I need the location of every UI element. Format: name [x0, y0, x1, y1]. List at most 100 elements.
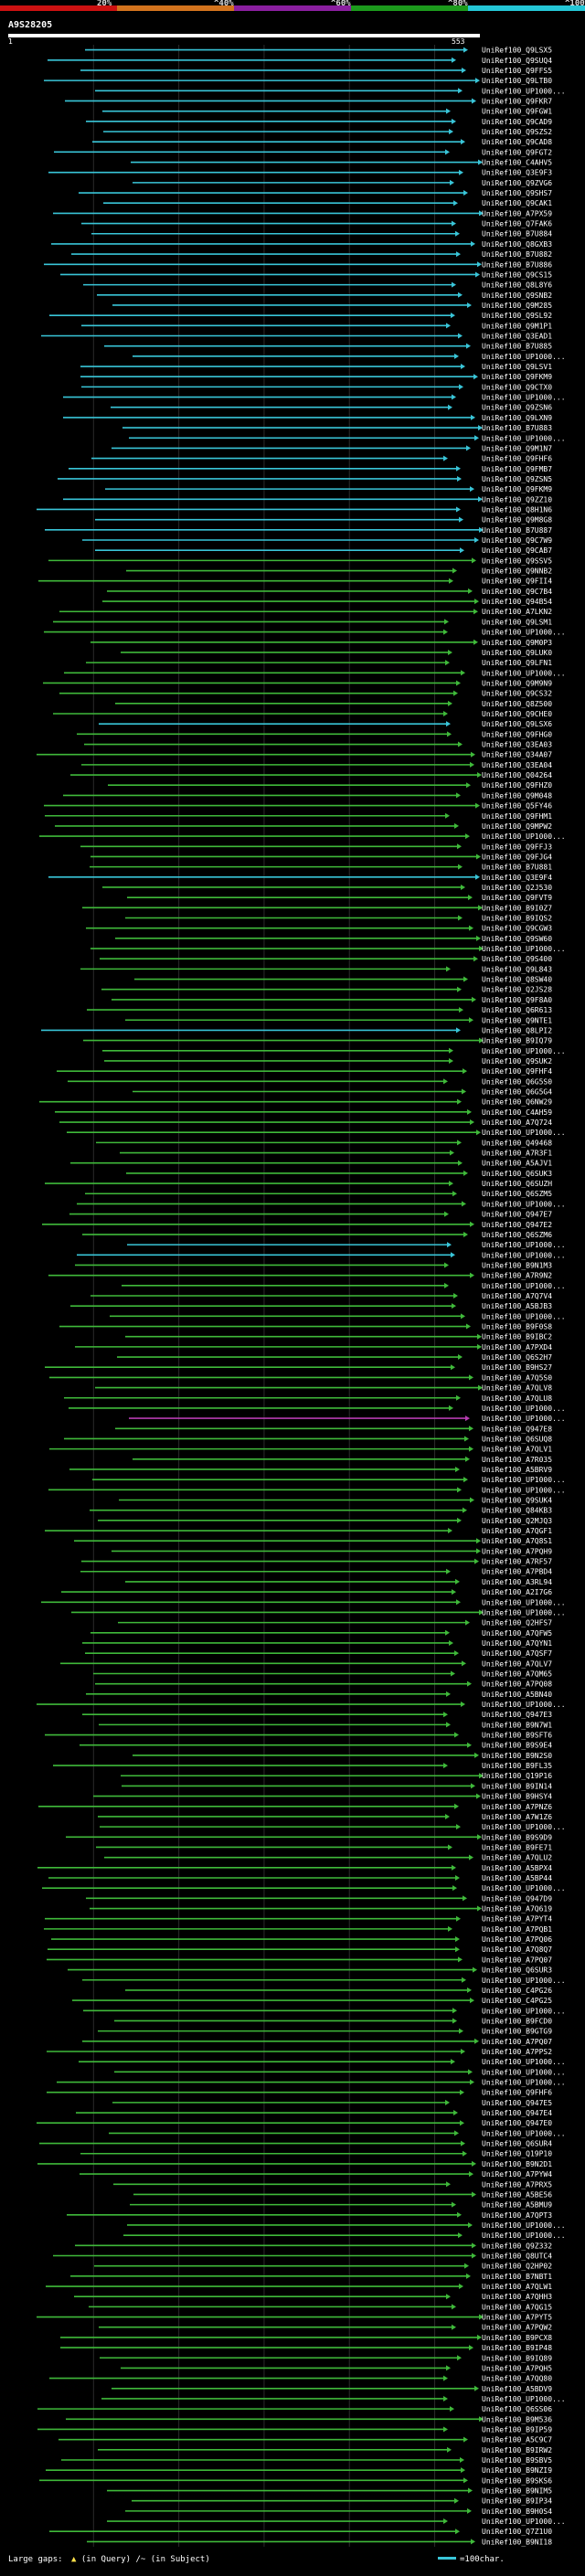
hit-label[interactable]: UniRef100_Q3EA03	[482, 741, 552, 749]
hit-label[interactable]: UniRef100_A7QSF7	[482, 1649, 552, 1658]
hit-label[interactable]: UniRef100_Q8SW40	[482, 976, 552, 984]
hit-label[interactable]: UniRef100_Q9SUQ4	[482, 57, 552, 65]
hit-label[interactable]: UniRef100_B9I0Z7	[482, 904, 552, 912]
hit-label[interactable]: UniRef100_A7PQ07	[482, 1956, 552, 1964]
hit-label[interactable]: UniRef100_UP1000...	[482, 1129, 566, 1137]
hit-label[interactable]: UniRef100_B9NIM5	[482, 2487, 552, 2496]
hit-label[interactable]: UniRef100_Q84KB3	[482, 1507, 552, 1515]
hit-label[interactable]: UniRef100_B7NBT1	[482, 2273, 552, 2281]
hit-label[interactable]: UniRef100_B9HSY4	[482, 1793, 552, 1801]
hit-label[interactable]: UniRef100_B9FE71	[482, 1843, 552, 1851]
hit-label[interactable]: UniRef100_B9PCX8	[482, 2334, 552, 2342]
hit-label[interactable]: UniRef100_Q9CS15	[482, 270, 552, 279]
hit-label[interactable]: UniRef100_A7QLV7	[482, 1659, 552, 1668]
hit-label[interactable]: UniRef100_Q3E9F3	[482, 169, 552, 177]
hit-label[interactable]: UniRef100_B9HS27	[482, 1363, 552, 1372]
hit-label[interactable]: UniRef100_Q9ZZ10	[482, 495, 552, 504]
hit-label[interactable]: UniRef100_Q9NTE1	[482, 1016, 552, 1024]
hit-label[interactable]: UniRef100_Q9FHF4	[482, 1067, 552, 1076]
hit-label[interactable]: UniRef100_B7U881	[482, 864, 552, 872]
hit-label[interactable]: UniRef100_Q6NW29	[482, 1098, 552, 1107]
hit-label[interactable]: UniRef100_B7U883	[482, 424, 552, 432]
hit-label[interactable]: UniRef100_UP1000...	[482, 2518, 566, 2526]
hit-label[interactable]: UniRef100_Q9FMB7	[482, 465, 552, 473]
hit-label[interactable]: UniRef100_A7R3F1	[482, 1150, 552, 1158]
hit-label[interactable]: UniRef100_A7QQ80	[482, 2375, 552, 2383]
hit-label[interactable]: UniRef100_Q9SL92	[482, 312, 552, 320]
hit-label[interactable]: UniRef100_UP1000...	[482, 832, 566, 841]
hit-label[interactable]: UniRef100_Q19P16	[482, 1772, 552, 1780]
hit-label[interactable]: UniRef100_UP1000...	[482, 1282, 566, 1290]
hit-label[interactable]: UniRef100_Q9LUK0	[482, 649, 552, 657]
hit-label[interactable]: UniRef100_B9IQS2	[482, 915, 552, 923]
hit-label[interactable]: UniRef100_Q9SZS2	[482, 128, 552, 136]
hit-label[interactable]: UniRef100_UP1000...	[482, 2068, 566, 2076]
hit-label[interactable]: UniRef100_Q3E9F4	[482, 874, 552, 882]
hit-label[interactable]: UniRef100_Q9FII4	[482, 578, 552, 586]
hit-label[interactable]: UniRef100_Q9CHE0	[482, 710, 552, 718]
hit-label[interactable]: UniRef100_A7PQB1	[482, 1925, 552, 1934]
hit-label[interactable]: UniRef100_Q9CAB7	[482, 546, 552, 555]
hit-label[interactable]: UniRef100_A7R9N2	[482, 1272, 552, 1280]
hit-label[interactable]: UniRef100_Q2HFS7	[482, 1619, 552, 1627]
hit-label[interactable]: UniRef100_A7PX59	[482, 209, 552, 217]
hit-label[interactable]: UniRef100_B9N2S0	[482, 1752, 552, 1760]
hit-label[interactable]: UniRef100_Q7FAK6	[482, 220, 552, 228]
hit-label[interactable]: UniRef100_A7QM65	[482, 1670, 552, 1678]
hit-label[interactable]: UniRef100_Q9LSV1	[482, 363, 552, 371]
hit-label[interactable]: UniRef100_B7U887	[482, 526, 552, 535]
hit-label[interactable]: UniRef100_A7W1Z6	[482, 1813, 552, 1821]
hit-label[interactable]: UniRef100_C4AHV5	[482, 159, 552, 167]
hit-label[interactable]: UniRef100_UP1000...	[482, 1415, 566, 1423]
hit-label[interactable]: UniRef100_UP1000...	[482, 2221, 566, 2230]
hit-label[interactable]: UniRef100_Q9LSX5	[482, 47, 552, 55]
hit-label[interactable]: UniRef100_A7QGF1	[482, 1527, 552, 1535]
hit-label[interactable]: UniRef100_A7R035	[482, 1456, 552, 1464]
hit-label[interactable]: UniRef100_Q6SZM6	[482, 1231, 552, 1239]
hit-label[interactable]: UniRef100_Q6SUQ8	[482, 1435, 552, 1443]
hit-label[interactable]: UniRef100_Q9LXN9	[482, 414, 552, 422]
hit-label[interactable]: UniRef100_Q9Z332	[482, 2242, 552, 2250]
hit-label[interactable]: UniRef100_Q9FHF6	[482, 2089, 552, 2097]
hit-label[interactable]: UniRef100_C4PG25	[482, 1997, 552, 2005]
hit-label[interactable]: UniRef100_A7Q5S0	[482, 1373, 552, 1382]
hit-label[interactable]: UniRef100_Q9CAD8	[482, 138, 552, 146]
hit-label[interactable]: UniRef100_A5BJB3	[482, 1302, 552, 1310]
hit-label[interactable]: UniRef100_UP1000...	[482, 1977, 566, 1985]
hit-label[interactable]: UniRef100_A7QG15	[482, 2303, 552, 2311]
hit-label[interactable]: UniRef100_Q9LSX6	[482, 720, 552, 728]
hit-label[interactable]: UniRef100_Q947E8	[482, 1425, 552, 1433]
hit-label[interactable]: UniRef100_Q34A07	[482, 751, 552, 759]
hit-label[interactable]: UniRef100_Q6G5S0	[482, 1077, 552, 1086]
hit-label[interactable]: UniRef100_A5BPX4	[482, 1864, 552, 1872]
hit-label[interactable]: UniRef100_Q3EA04	[482, 761, 552, 769]
hit-label[interactable]: UniRef100_UP1000...	[482, 669, 566, 677]
hit-label[interactable]: UniRef100_Q947D9	[482, 1894, 552, 1903]
hit-label[interactable]: UniRef100_A7QLU8	[482, 1394, 552, 1403]
hit-label[interactable]: UniRef100_A7QFW5	[482, 1629, 552, 1638]
hit-label[interactable]: UniRef100_C4PG26	[482, 1987, 552, 1995]
hit-label[interactable]: UniRef100_Q6SZM5	[482, 1190, 552, 1198]
hit-label[interactable]: UniRef100_Q9ZSN5	[482, 475, 552, 483]
hit-label[interactable]: UniRef100_A7LKN2	[482, 608, 552, 616]
hit-label[interactable]: UniRef100_B7U882	[482, 250, 552, 259]
hit-label[interactable]: UniRef100_B9F0S8	[482, 1323, 552, 1331]
hit-label[interactable]: UniRef100_B9SKS6	[482, 2476, 552, 2485]
hit-label[interactable]: UniRef100_Q9M8G8	[482, 516, 552, 525]
hit-label[interactable]: UniRef100_A7Q724	[482, 1118, 552, 1127]
hit-label[interactable]: UniRef100_B9IBC2	[482, 1333, 552, 1341]
hit-label[interactable]: UniRef100_Q6SUZH	[482, 1180, 552, 1188]
hit-label[interactable]: UniRef100_Q9M285	[482, 302, 552, 310]
hit-label[interactable]: UniRef100_Q9M9N9	[482, 679, 552, 687]
hit-label[interactable]: UniRef100_Q94B54	[482, 598, 552, 606]
hit-label[interactable]: UniRef100_Q9FHM1	[482, 812, 552, 821]
hit-label[interactable]: UniRef100_UP1000...	[482, 353, 566, 361]
hit-label[interactable]: UniRef100_Q9FKM9	[482, 373, 552, 381]
hit-label[interactable]: UniRef100_Q8LPI2	[482, 1026, 552, 1034]
hit-label[interactable]: UniRef100_UP1000...	[482, 1486, 566, 1494]
hit-label[interactable]: UniRef100_Q7Z1U0	[482, 2528, 552, 2536]
hit-label[interactable]: UniRef100_A7PQ08	[482, 1680, 552, 1689]
hit-label[interactable]: UniRef100_Q9F8A0	[482, 996, 552, 1004]
hit-label[interactable]: UniRef100_B9SFT6	[482, 1732, 552, 1740]
hit-label[interactable]: UniRef100_Q2J530	[482, 884, 552, 892]
